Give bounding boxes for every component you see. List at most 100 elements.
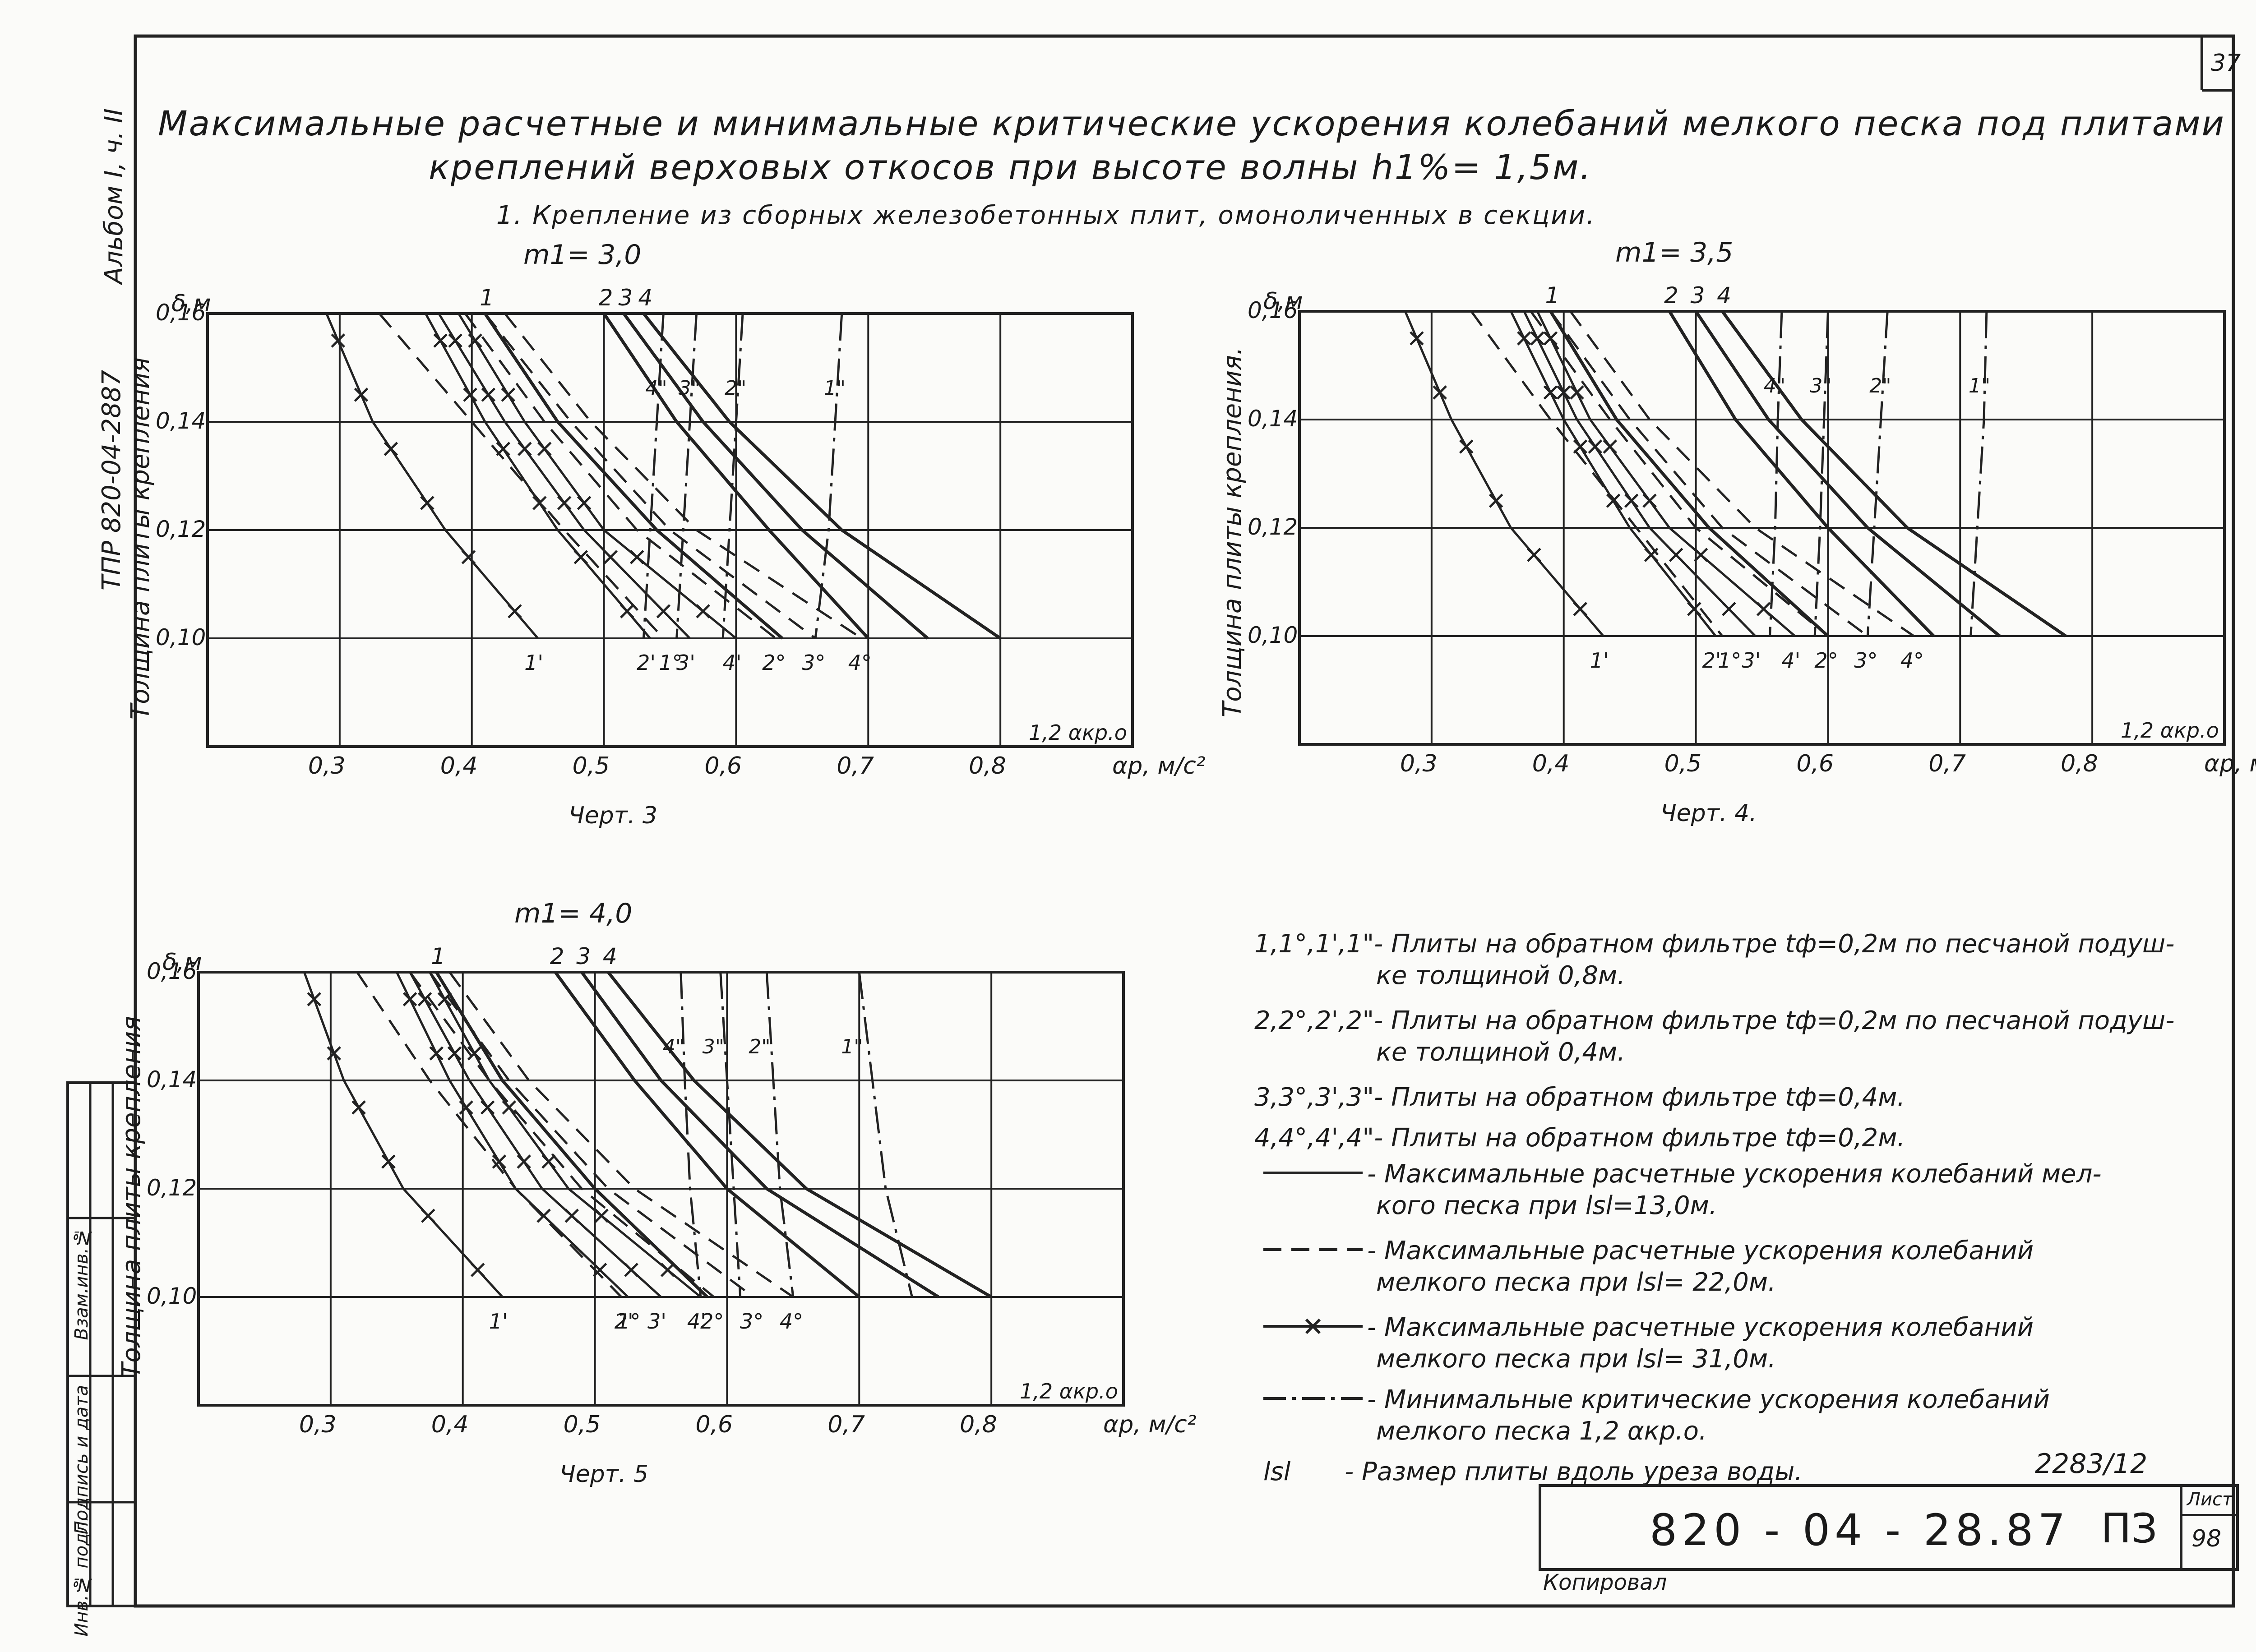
cross-marker	[502, 1100, 516, 1115]
series-cross	[1536, 310, 1796, 637]
top-series-label: 1	[480, 285, 494, 311]
cross-marker	[1722, 602, 1736, 616]
bottom-series-label: 4'	[687, 1309, 706, 1334]
cross-marker	[1573, 602, 1588, 616]
series-label-dashdot: 3"	[703, 1035, 724, 1058]
legend-item-dashdot-cont: мелкого песка 1,2 αкр.о.	[1376, 1417, 1707, 1446]
cross-marker	[381, 1154, 396, 1169]
cross-marker	[1543, 331, 1558, 346]
critical-note: 1,2 αкр.о	[1020, 1379, 1118, 1403]
top-series-label: 2	[1664, 282, 1678, 309]
bottom-series-label: 4°	[848, 651, 872, 675]
cross-marker	[1588, 439, 1603, 454]
archive-number: 2283/12	[2035, 1448, 2148, 1480]
cross-marker	[433, 333, 448, 348]
series-solid	[580, 971, 939, 1298]
series-solid	[1668, 310, 1935, 637]
cross-marker	[1530, 331, 1544, 346]
series-solid	[642, 312, 1002, 640]
top-series-label: 1	[431, 943, 445, 969]
series-label-dashdot: 1"	[841, 1035, 863, 1058]
series-dashed	[409, 971, 715, 1298]
bottom-series-label: 4°	[1900, 648, 1924, 673]
y-axis-unit: δ,м	[162, 949, 202, 976]
cross-marker	[1644, 548, 1659, 562]
top-series-label: 2	[599, 285, 613, 311]
y-axis-unit: δ,м	[171, 290, 211, 317]
x-tick-label: 0,3	[308, 752, 346, 780]
cross-marker	[624, 1263, 638, 1277]
top-series-label: 1	[1545, 282, 1559, 309]
cross-marker	[384, 442, 398, 456]
series-solid	[602, 313, 869, 640]
series-dashed	[448, 971, 794, 1298]
legend-item-cross-cont: мелкого песка при lsl= 31,0м.	[1376, 1344, 1776, 1374]
y-axis-label: Толщина плиты крепления.	[1218, 347, 1247, 717]
series-dashdot	[858, 972, 913, 1297]
cross-marker	[1687, 602, 1701, 616]
cross-marker	[331, 333, 345, 348]
series-cross	[303, 972, 504, 1298]
series-cross	[1523, 310, 1757, 637]
series-cross	[396, 971, 629, 1298]
bottom-series-label: 3°	[1854, 648, 1877, 673]
sheet-label: Лист	[2187, 1489, 2233, 1510]
series-cross	[1404, 311, 1604, 637]
bottom-series-label: 4'	[722, 651, 741, 675]
cross-marker	[402, 992, 417, 1006]
y-tick-label: 0,12	[147, 1175, 197, 1201]
series-dashdot	[1813, 311, 1829, 637]
legend-dashdot-swatch	[1263, 1397, 1363, 1400]
cross-marker	[577, 496, 592, 510]
bottom-series-label: 1'	[524, 651, 543, 675]
cross-marker	[1603, 439, 1617, 454]
x-tick-label: 0,4	[440, 752, 478, 780]
cross-marker	[501, 388, 516, 402]
legend-item-1: 1,1°,1',1"- Плиты на обратном фильтре tф…	[1254, 929, 2175, 959]
cross-marker	[468, 333, 482, 348]
x-axis-label: αр, м/с²	[1103, 1411, 1197, 1438]
title-line-1: Максимальные расчетные и минимальные кри…	[158, 103, 2225, 143]
series-dashed	[378, 313, 665, 639]
series-dashed	[504, 313, 863, 640]
chart-title: m1= 3,0	[523, 239, 641, 271]
y-tick-label: 0,16	[147, 958, 197, 984]
series-cross	[1510, 310, 1717, 637]
chart-caption: Черт. 4.	[1660, 800, 1757, 827]
series-label-dashdot: 2"	[749, 1035, 770, 1058]
cross-marker	[467, 1046, 482, 1061]
page-number: 37	[2211, 50, 2241, 77]
bottom-series-label: 1°	[1718, 648, 1741, 673]
bottom-series-label: 2'	[615, 1309, 633, 1334]
cross-marker	[327, 1046, 341, 1061]
top-series-label: 3	[576, 943, 591, 969]
cross-marker	[660, 1263, 675, 1277]
bottom-series-label: 1°	[659, 651, 682, 675]
series-dashed	[356, 971, 622, 1298]
title-line-2: креплений верховых откосов при высоте во…	[429, 147, 1592, 188]
copied-note: Копировал	[1543, 1570, 1667, 1595]
cross-marker	[429, 1046, 444, 1061]
top-series-label: 4	[1717, 282, 1731, 309]
cross-marker	[594, 1209, 609, 1223]
top-series-label: 4	[638, 285, 652, 311]
series-solid	[1549, 310, 1829, 637]
series-label-dashdot: 2"	[725, 377, 746, 400]
legend-dashed-swatch	[1263, 1248, 1363, 1251]
top-series-label: 4	[603, 943, 617, 969]
bottom-series-label: 3°	[740, 1309, 763, 1334]
series-dashdot	[1969, 311, 1988, 637]
x-tick-label: 0,4	[431, 1411, 469, 1438]
x-axis-label: αр, м/с²	[1112, 752, 1206, 780]
series-dashed	[1530, 310, 1829, 637]
bottom-series-label: 1°	[617, 1309, 640, 1334]
series-solid	[1721, 310, 2067, 637]
y-axis-label: Толщина плиты крепления	[117, 1016, 146, 1378]
y-tick-label: 0,16	[156, 300, 206, 326]
series-dashdot	[642, 313, 665, 639]
series-dashed	[1470, 310, 1724, 637]
sheet-number: 98	[2191, 1525, 2222, 1552]
series-dashdot	[765, 972, 795, 1297]
